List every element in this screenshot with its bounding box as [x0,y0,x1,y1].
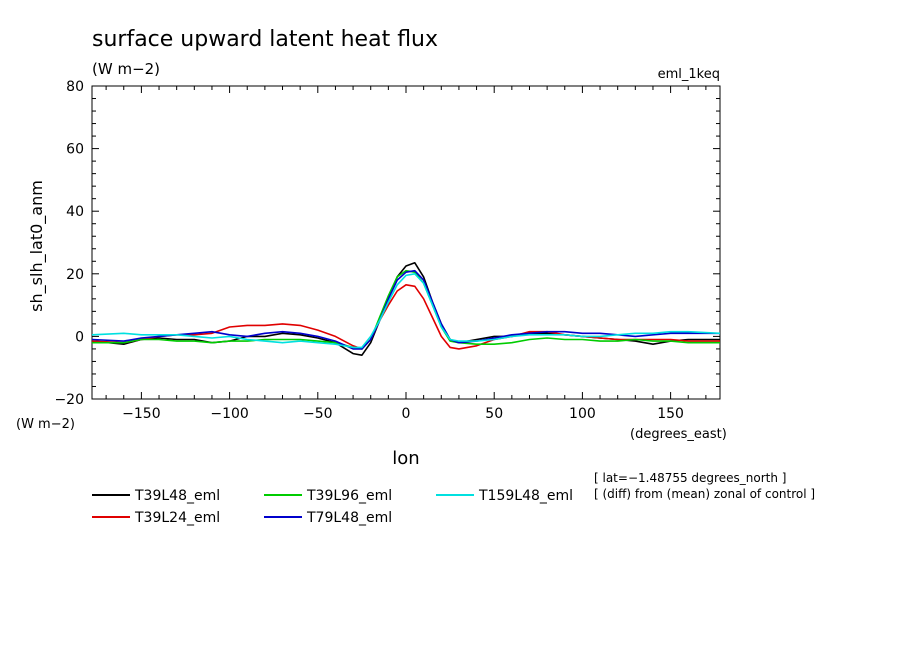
x-tick-label: 150 [657,406,684,422]
y-tick-label: 0 [75,329,84,345]
axis-ticks: −150 −100 −50 0 50 100 150 −20 0 20 40 60 80 [54,79,720,422]
y-tick-label: 20 [66,267,84,283]
x-tick-label: −150 [122,406,160,422]
units-label: (W m−2) [92,60,160,78]
note-latitude: [ lat=−1.48755 degrees_north ] [594,471,786,485]
legend-label: T79L48_eml [306,510,392,526]
y-tick-label: 40 [66,204,84,220]
y-tick-label: −20 [54,392,84,408]
legend: T39L48_eml T39L24_eml T39L96_eml T79L48_eml… [92,488,573,526]
x-axis-label: lon [392,448,419,469]
note-diff: [ (diff) from (mean) zonal of control ] [594,487,815,501]
legend-label: T39L96_eml [306,488,392,504]
x-tick-label: 100 [569,406,596,422]
series-line-T79L48_eml [91,269,720,350]
experiment-label: eml_1keq [658,67,720,82]
plot-frame [91,85,721,400]
legend-label: T39L48_eml [134,488,220,504]
x-tick-label: −100 [210,406,248,422]
y-tick-label: 80 [66,79,84,95]
plot-area [91,85,721,400]
series-lines [91,261,721,357]
series-line-T39L96_eml [92,269,720,350]
x-tick-label: 0 [402,406,411,422]
legend-label: T159L48_eml [478,488,573,504]
x-tick-label: −50 [303,406,333,422]
legend-label: T39L24_eml [134,510,220,526]
chart-title: surface upward latent heat flux [92,27,438,52]
y-units-label: (W m−2) [16,417,75,432]
x-units-label: (degrees_east) [630,427,727,442]
x-tick-label: 50 [485,406,503,422]
y-axis-label: sh_slh_lat0_anm [27,180,47,312]
y-tick-label: 60 [66,142,84,158]
series-line-T159L48_eml [91,272,721,349]
